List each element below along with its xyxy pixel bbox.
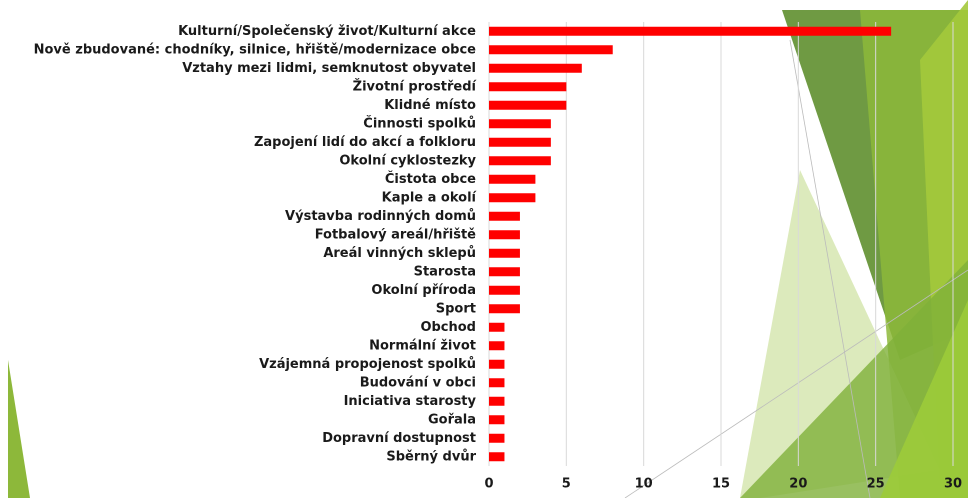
y-tick-label: Dopravní dostupnost [322, 431, 476, 446]
y-tick-label: Sport [436, 301, 476, 316]
y-tick-label: Normální život [369, 338, 476, 353]
bar [489, 248, 520, 258]
x-tick-label: 20 [789, 477, 807, 492]
bar [489, 82, 567, 92]
x-tick-label: 15 [712, 477, 730, 492]
bar [489, 119, 551, 129]
y-tick-label: Areál vinných sklepů [323, 246, 476, 261]
bar [489, 341, 505, 351]
y-tick-label: Zapojení lidí do akcí a folkloru [254, 135, 476, 150]
y-tick-label: Obchod [420, 320, 476, 335]
bar [489, 322, 505, 332]
bar [489, 100, 567, 110]
y-tick-label: Životní prostředí [353, 78, 478, 94]
decoration [8, 0, 968, 498]
y-tick-label: Klidné místo [384, 98, 476, 113]
bar [489, 452, 505, 462]
y-tick-label: Vzájemná propojenost spolků [259, 357, 476, 372]
bar [489, 415, 505, 425]
y-tick-label: Kulturní/Společenský život/Kulturní akce [178, 24, 476, 39]
y-tick-label: Okolní příroda [371, 283, 476, 298]
bar [489, 193, 536, 203]
y-tick-label: Starosta [414, 264, 476, 279]
y-tick-label: Nově zbudované: chodníky, silnice, hřišt… [34, 42, 477, 57]
y-tick-label: Výstavba rodinných domů [285, 209, 476, 224]
bar [489, 156, 551, 166]
bar [489, 433, 505, 443]
bar [489, 230, 520, 240]
y-tick-label: Kaple a okolí [382, 190, 478, 205]
y-tick-label: Sběrný dvůr [386, 449, 476, 464]
y-tick-label: Vztahy mezi lidmi, semknutost obyvatel [182, 61, 476, 76]
bar [489, 26, 892, 36]
x-tick-label: 10 [635, 477, 653, 492]
bar [489, 267, 520, 277]
bar [489, 285, 520, 295]
y-tick-label: Iniciativa starosty [344, 394, 477, 409]
x-tick-label: 25 [867, 477, 885, 492]
bar [489, 378, 505, 388]
bar [489, 63, 582, 73]
bar [489, 359, 505, 369]
y-tick-label: Fotbalový areál/hřiště [315, 227, 476, 242]
y-tick-label: Budování v obci [360, 375, 476, 390]
bar [489, 396, 505, 406]
bar [489, 137, 551, 147]
x-tick-label: 0 [484, 477, 493, 492]
bar [489, 304, 520, 314]
y-tick-label: Gořala [428, 412, 476, 427]
x-tick-label: 30 [944, 477, 962, 492]
y-tick-label: Okolní cyklostezky [339, 153, 476, 168]
x-tick-label: 5 [562, 477, 571, 492]
bar [489, 174, 536, 184]
bar [489, 45, 613, 55]
y-tick-label: Činnosti spolků [363, 115, 476, 131]
bar [489, 211, 520, 221]
y-tick-label: Čistota obce [385, 171, 476, 187]
